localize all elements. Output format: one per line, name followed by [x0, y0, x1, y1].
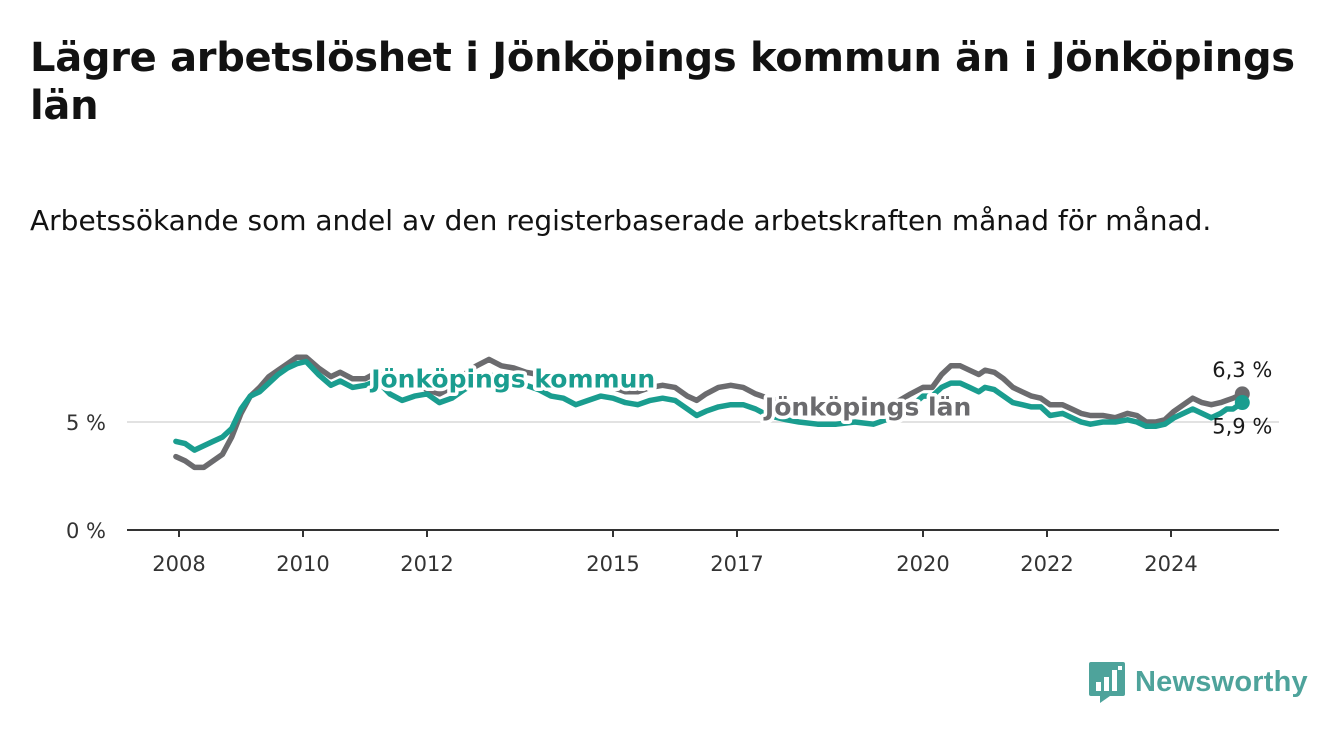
bar-chart-bubble-icon [1089, 662, 1125, 703]
chart-title: Lägre arbetslöshet i Jönköpings kommun ä… [30, 35, 1295, 129]
series-label-1: Jönköpings län [763, 393, 971, 422]
label-layer: 6,3 % 5,9 % Jönköpings kommun Jönköpings lä… [366, 358, 1273, 439]
y-tick-label: 0 % [66, 519, 106, 543]
axis-layer: 0 % 5 % 2008 2010 2012 2015 2017 2020 2022 2024 [66, 411, 1279, 576]
series-label-0: Jönköpings kommun [369, 364, 655, 393]
brand-name: Newsworthy [1135, 665, 1308, 698]
x-tick-label: 2017 [710, 552, 763, 576]
chart-subtitle: Arbetssökande som andel av den registerb… [30, 204, 1212, 237]
series-line-0 [173, 354, 1246, 471]
y-tick-label: 5 % [66, 411, 106, 435]
series-layer [173, 354, 1246, 471]
x-tick-label: 2012 [400, 552, 453, 576]
x-tick-label: 2020 [896, 552, 949, 576]
series-end-label-1: 5,9 % [1212, 415, 1272, 439]
newsworthy-logo: Newsworthy [1088, 660, 1308, 704]
series-end-dot-1 [1234, 395, 1250, 411]
x-tick-label: 2022 [1020, 552, 1073, 576]
x-tick-label: 2024 [1144, 552, 1197, 576]
x-tick-label: 2008 [152, 552, 205, 576]
x-tick-label: 2015 [586, 552, 639, 576]
series-end-label-0: 6,3 % [1212, 358, 1272, 382]
x-tick-label: 2010 [276, 552, 329, 576]
series-line-1 [173, 358, 1246, 453]
